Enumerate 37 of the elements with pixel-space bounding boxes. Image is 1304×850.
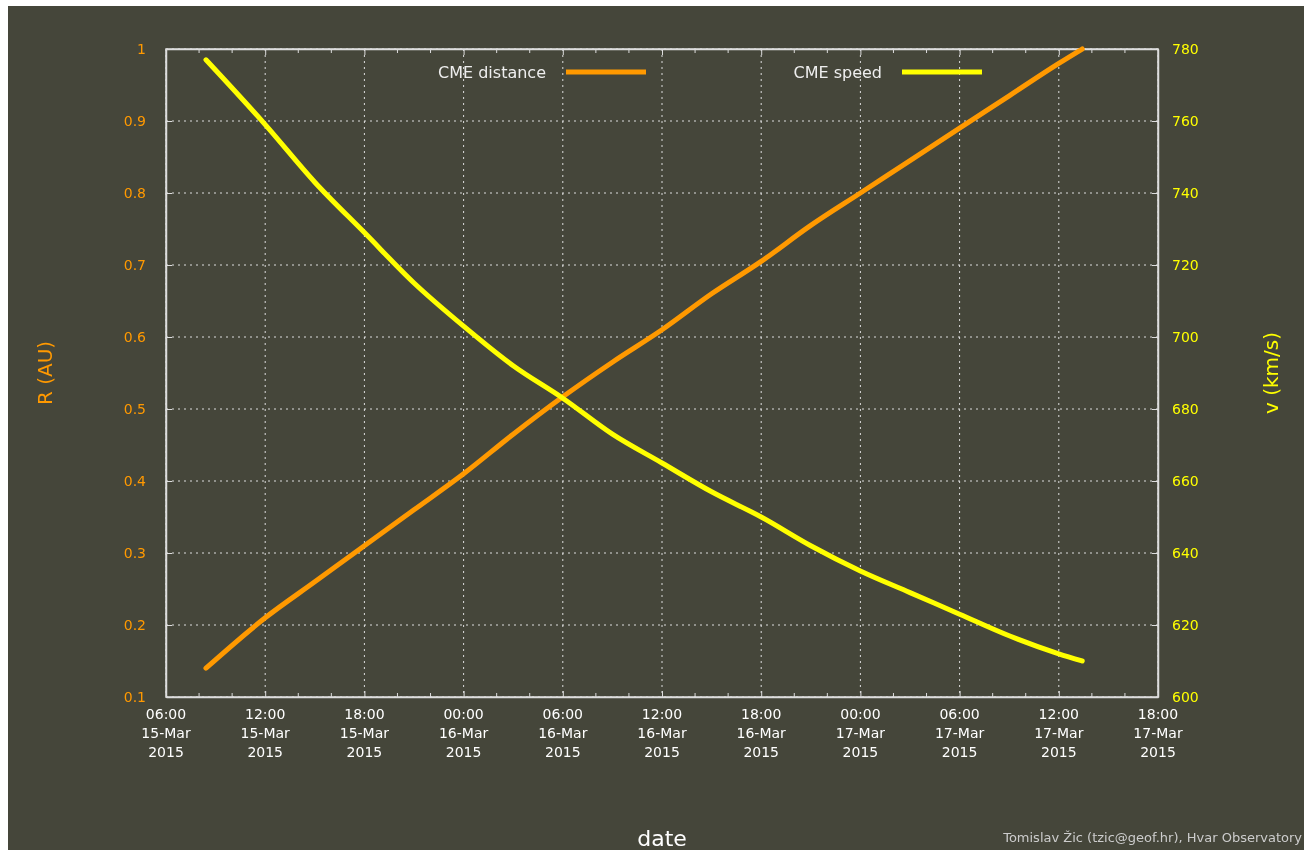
legend-label: CME speed [793, 63, 882, 82]
y2-tick-label: 720 [1172, 256, 1199, 273]
y-tick-label: 0.2 [123, 616, 146, 633]
x-tick-label: 06:00 16-Mar 2015 [538, 706, 588, 760]
y-tick-label: 0.6 [123, 328, 147, 345]
x-axis-title: date [637, 826, 687, 850]
y-tick-label: 0.9 [123, 112, 146, 129]
x-tick-label: 06:00 15-Mar 2015 [141, 706, 191, 760]
x-tick-label: 00:00 16-Mar 2015 [438, 706, 489, 760]
y-tick-label: 0.5 [123, 400, 146, 417]
y2-tick-label: 760 [1172, 112, 1199, 129]
y2-tick-label: 680 [1172, 400, 1199, 417]
x-tick-label: 18:00 17-Mar 2015 [1133, 706, 1183, 760]
legend-label: CME distance [438, 63, 546, 82]
y2-axis-title: v (km/s) [1259, 331, 1283, 415]
x-tick-label: 12:00 17-Mar 2015 [1034, 706, 1084, 760]
y-tick-label: 0.7 [123, 256, 146, 273]
x-tick-label: 18:00 15-Mar 2015 [339, 706, 390, 760]
y2-tick-label: 620 [1172, 616, 1199, 633]
x-tick-label: 12:00 16-Mar 2015 [637, 706, 687, 760]
y2-tick-label: 660 [1172, 472, 1199, 489]
y2-tick-label: 600 [1172, 688, 1199, 705]
text: Tomislav Žic (tzic@geof.hr), Hvar Observatory [1002, 830, 1303, 845]
y2-tick-label: 780 [1172, 40, 1199, 57]
y2-tick-label: 740 [1172, 184, 1199, 201]
y-tick-label: 0.1 [123, 688, 146, 705]
y2-tick-label: 700 [1172, 328, 1199, 345]
y-tick-label: 1 [137, 40, 146, 57]
y2-tick-label: 640 [1172, 544, 1199, 561]
x-tick-label: 00:00 17-Mar 2015 [835, 706, 886, 760]
x-tick-label: 18:00 16-Mar 2015 [736, 706, 787, 760]
y-axis-title: R (AU) [33, 340, 57, 406]
y-tick-label: 0.3 [123, 544, 146, 561]
x-tick-label: 12:00 15-Mar 2015 [240, 706, 291, 760]
y-tick-label: 0.8 [123, 184, 146, 201]
x-tick-label: 06:00 17-Mar 2015 [934, 706, 985, 760]
y-tick-label: 0.4 [123, 472, 147, 489]
